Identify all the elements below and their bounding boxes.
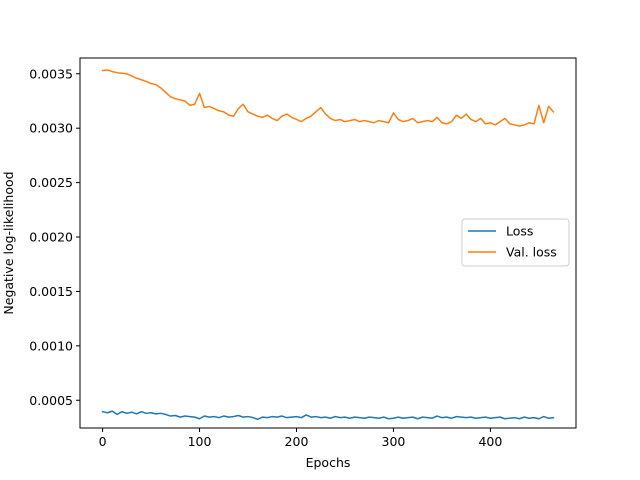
x-tick-label: 200 — [285, 434, 309, 449]
y-axis-label: Negative log-likelihood — [1, 171, 16, 314]
x-tick-label: 100 — [188, 434, 212, 449]
x-tick-label: 300 — [382, 434, 406, 449]
y-tick-label: 0.0015 — [29, 284, 73, 299]
y-tick-label: 0.0035 — [29, 66, 73, 81]
series-line-val-loss — [101, 69, 555, 127]
y-tick-label: 0.0025 — [29, 175, 73, 190]
y-axis: 0.0005 0.0010 0.0015 0.0020 0.0025 0.0030 0.00… — [29, 66, 80, 408]
y-tick-label: 0.0020 — [29, 230, 73, 245]
y-tick-label: 0.0030 — [29, 121, 73, 136]
legend-label-loss: Loss — [506, 224, 533, 239]
legend-label-val-loss: Val. loss — [506, 245, 557, 260]
y-tick-label: 0.0005 — [29, 393, 73, 408]
series-layer — [101, 69, 555, 421]
x-tick-label: 0 — [99, 434, 107, 449]
legend: Loss Val. loss — [461, 218, 570, 267]
x-tick-label: 400 — [478, 434, 502, 449]
y-tick-label: 0.0010 — [29, 338, 73, 353]
x-axis: 0 100 200 300 400 — [99, 428, 502, 449]
series-line-loss — [101, 410, 555, 421]
plot-frame — [79, 57, 577, 429]
x-axis-label: Epochs — [306, 455, 351, 470]
